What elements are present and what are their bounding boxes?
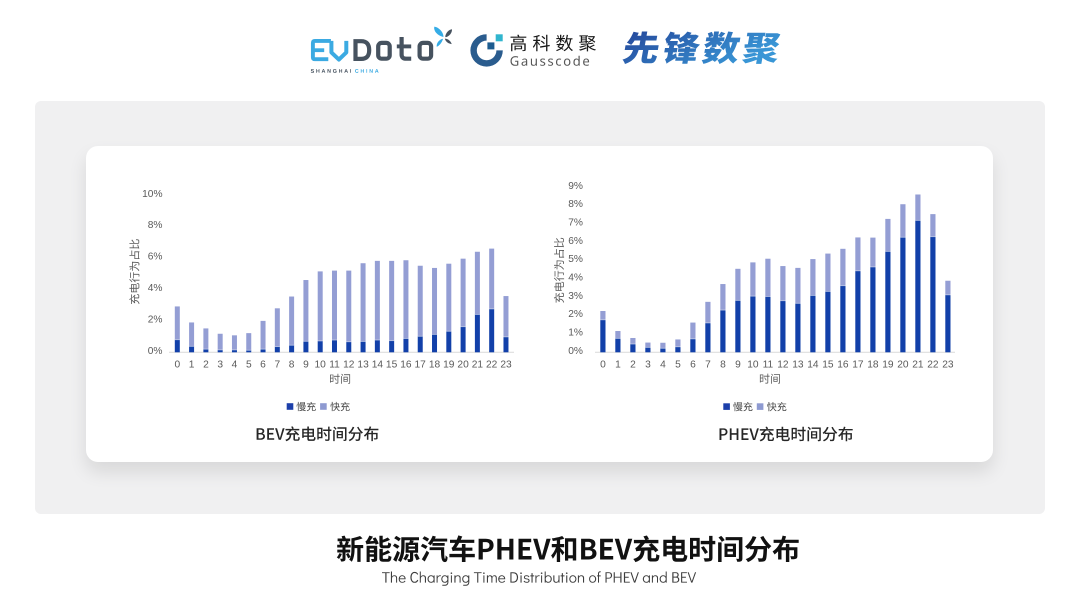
svg-text:9: 9 [735, 359, 741, 370]
svg-text:4%: 4% [148, 283, 163, 294]
svg-text:2: 2 [630, 359, 636, 370]
svg-text:0: 0 [174, 360, 180, 371]
svg-text:23: 23 [942, 359, 954, 370]
svg-text:8%: 8% [148, 220, 163, 231]
svg-text:21: 21 [912, 359, 924, 370]
svg-text:22: 22 [927, 359, 939, 370]
svg-text:15: 15 [386, 360, 398, 371]
svg-text:6: 6 [260, 360, 266, 371]
svg-text:16: 16 [400, 360, 412, 371]
svg-text:10: 10 [747, 359, 759, 370]
svg-text:5: 5 [246, 360, 252, 371]
svg-text:19: 19 [882, 359, 894, 370]
svg-text:0%: 0% [148, 346, 163, 357]
svg-text:18: 18 [867, 359, 879, 370]
svg-text:13: 13 [357, 360, 369, 371]
svg-text:8: 8 [289, 360, 295, 371]
svg-text:6: 6 [690, 359, 696, 370]
svg-text:19: 19 [443, 360, 455, 371]
svg-text:14: 14 [807, 359, 819, 370]
svg-text:17: 17 [415, 360, 427, 371]
svg-text:22: 22 [486, 360, 498, 371]
svg-text:11: 11 [763, 359, 774, 370]
svg-text:5: 5 [675, 359, 681, 370]
svg-text:20: 20 [897, 359, 909, 370]
svg-text:7: 7 [705, 359, 711, 370]
svg-text:7: 7 [274, 360, 280, 371]
svg-text:2%: 2% [568, 309, 583, 320]
svg-text:8: 8 [720, 359, 726, 370]
svg-text:12: 12 [343, 360, 355, 371]
svg-text:3: 3 [217, 360, 223, 371]
svg-text:5%: 5% [568, 254, 583, 265]
svg-text:20: 20 [457, 360, 469, 371]
svg-text:4: 4 [232, 360, 238, 371]
svg-text:10: 10 [315, 360, 327, 371]
svg-text:0%: 0% [568, 346, 583, 357]
svg-text:7%: 7% [568, 217, 583, 228]
svg-text:21: 21 [472, 360, 484, 371]
svg-text:0: 0 [600, 359, 606, 370]
svg-text:2%: 2% [148, 315, 163, 326]
svg-text:17: 17 [852, 359, 864, 370]
svg-text:9: 9 [303, 360, 309, 371]
svg-text:8%: 8% [568, 199, 583, 210]
svg-text:23: 23 [500, 360, 512, 371]
svg-text:18: 18 [429, 360, 441, 371]
svg-text:14: 14 [372, 360, 384, 371]
svg-text:16: 16 [837, 359, 849, 370]
svg-text:4: 4 [660, 359, 666, 370]
svg-text:10%: 10% [142, 189, 162, 200]
svg-text:6%: 6% [148, 252, 163, 263]
svg-text:3: 3 [645, 359, 651, 370]
svg-text:1: 1 [615, 359, 621, 370]
svg-text:6%: 6% [568, 236, 583, 247]
svg-text:11: 11 [329, 360, 340, 371]
svg-text:9%: 9% [568, 181, 583, 192]
svg-text:12: 12 [777, 359, 789, 370]
svg-text:13: 13 [792, 359, 804, 370]
svg-text:1: 1 [189, 360, 195, 371]
svg-text:2: 2 [203, 360, 209, 371]
svg-text:1%: 1% [568, 328, 583, 339]
svg-text:3%: 3% [568, 291, 583, 302]
svg-text:4%: 4% [568, 273, 583, 284]
svg-text:15: 15 [822, 359, 834, 370]
